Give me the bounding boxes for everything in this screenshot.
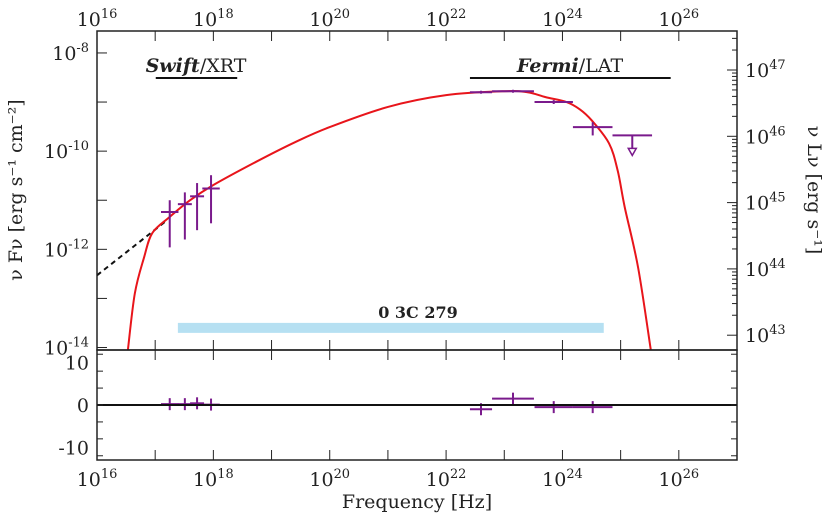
x-tick-label-bottom: 1026 [659, 467, 700, 491]
y-tick-label: 10-10 [44, 139, 89, 163]
y-right-tick-label: 1044 [745, 257, 786, 281]
y-tick-label: 10-8 [52, 41, 89, 65]
residual-tick-label: 0 [77, 395, 89, 417]
x-tick-label-bottom: 1020 [309, 467, 350, 491]
y-tick-label: 10-14 [44, 336, 89, 360]
x-tick-label-bottom: 1018 [193, 467, 234, 491]
y-right-tick-label: 1046 [745, 124, 786, 148]
model-curve [126, 90, 652, 350]
x-axis-label: Frequency [Hz] [342, 491, 492, 513]
x-tick-label-top: 1018 [193, 7, 234, 31]
y-right-tick-label: 1043 [745, 323, 786, 347]
residual-tick-label: 10 [65, 353, 89, 375]
source-label: 0 3C 279 [378, 303, 458, 322]
x-tick-label-bottom: 1024 [542, 467, 583, 491]
x-tick-label-top: 1016 [77, 7, 118, 31]
x-tick-label-top: 1026 [659, 7, 700, 31]
y-axis-label: ν Fν [erg s⁻¹ cm⁻²] [5, 99, 27, 280]
x-tick-label-top: 1024 [542, 7, 583, 31]
x-tick-label-bottom: 1016 [77, 467, 118, 491]
source-band [177, 322, 604, 333]
y-right-tick-label: 1045 [745, 191, 786, 215]
y-tick-label: 10-12 [44, 237, 89, 261]
x-tick-label-bottom: 1022 [426, 467, 467, 491]
upper-limit-arrowhead [626, 147, 638, 157]
residual-tick-label: -10 [58, 437, 89, 459]
x-tick-label-top: 1022 [426, 7, 467, 31]
y-right-tick-label: 1047 [745, 58, 786, 82]
y-right-axis-label: ν Lν [erg s⁻¹] [803, 126, 825, 255]
swift-label: Swift/XRT [146, 55, 247, 77]
x-tick-label-top: 1020 [309, 7, 350, 31]
fermi-label: Fermi/LAT [516, 55, 624, 77]
